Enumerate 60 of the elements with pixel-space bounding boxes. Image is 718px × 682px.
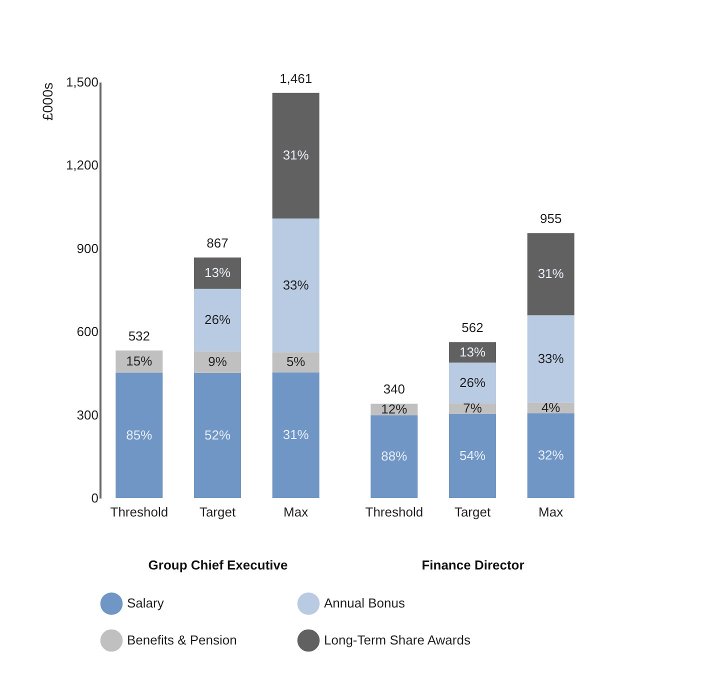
bar bbox=[449, 414, 496, 498]
annotation: 13% bbox=[204, 265, 231, 280]
annotation: 9% bbox=[208, 354, 228, 370]
bar bbox=[194, 258, 241, 289]
total-label: 532 bbox=[128, 328, 150, 344]
bar bbox=[527, 315, 574, 403]
y-tick-label: 1,200 bbox=[66, 158, 98, 173]
bar bbox=[449, 362, 496, 404]
bar bbox=[272, 218, 320, 352]
annotation: 12% bbox=[381, 401, 408, 416]
total-label: 562 bbox=[462, 320, 484, 336]
legend-label: Salary bbox=[127, 596, 164, 611]
annotation: 52% bbox=[204, 427, 231, 442]
bar bbox=[194, 288, 241, 352]
x-tick-label: Max bbox=[284, 504, 309, 520]
annotation: 5% bbox=[286, 354, 306, 370]
annotation: 26% bbox=[204, 312, 231, 328]
bar bbox=[116, 372, 163, 498]
annotation: 13% bbox=[459, 344, 486, 360]
annotation: 85% bbox=[126, 427, 153, 442]
bar bbox=[370, 415, 418, 498]
x-tick-label: Threshold bbox=[110, 504, 168, 520]
x-axis-title: Finance Director bbox=[422, 558, 524, 572]
y-tick-label: 300 bbox=[76, 407, 98, 422]
total-label: 1,461 bbox=[280, 70, 312, 86]
total-label: 867 bbox=[206, 236, 228, 251]
x-tick-label: Max bbox=[538, 504, 564, 520]
bar bbox=[194, 372, 241, 498]
annotation: 33% bbox=[282, 277, 310, 292]
y-axis-title: £000s bbox=[40, 82, 56, 121]
total-label: 340 bbox=[383, 382, 406, 397]
bar bbox=[527, 413, 574, 498]
y-tick-label: 600 bbox=[76, 324, 98, 340]
annotation: 31% bbox=[282, 148, 310, 163]
x-tick-label: Target bbox=[199, 504, 236, 520]
annotation: 31% bbox=[538, 266, 564, 282]
annotation: 33% bbox=[538, 350, 564, 366]
y-tick-label: 1,500 bbox=[66, 74, 98, 90]
annotation: 26% bbox=[459, 374, 486, 390]
bar bbox=[272, 92, 320, 218]
legend-label: Long-Term Share Awards bbox=[324, 632, 471, 648]
bar bbox=[527, 233, 574, 316]
annotation: 7% bbox=[463, 400, 482, 416]
bar bbox=[272, 352, 320, 372]
total-label: 955 bbox=[540, 211, 562, 226]
x-axis-title: Group Chief Executive bbox=[148, 558, 288, 572]
annotation: 54% bbox=[459, 448, 486, 463]
legend-label: Annual Bonus bbox=[324, 596, 406, 611]
x-tick-label: Threshold bbox=[365, 504, 424, 520]
bar bbox=[272, 372, 320, 498]
y-tick-label: 0 bbox=[91, 490, 98, 506]
y-tick-label: 900 bbox=[76, 240, 98, 256]
bar bbox=[194, 351, 241, 373]
legend-label: Benefits & Pension bbox=[127, 632, 237, 648]
annotation: 31% bbox=[282, 427, 310, 442]
annotation: 15% bbox=[126, 354, 153, 369]
annotation: 88% bbox=[381, 448, 408, 464]
annotation: 4% bbox=[541, 400, 561, 415]
x-tick-label: Target bbox=[454, 504, 491, 520]
annotation: 32% bbox=[538, 448, 564, 463]
